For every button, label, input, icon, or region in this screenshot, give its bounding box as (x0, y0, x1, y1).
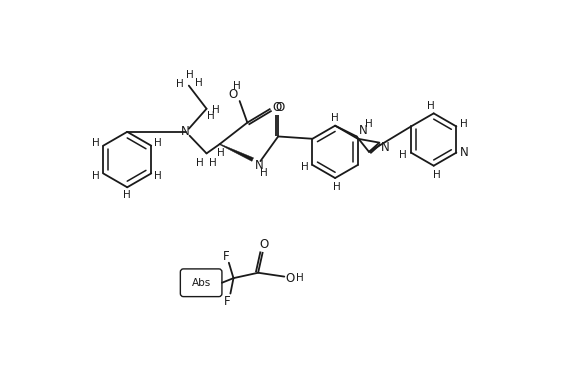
Text: H: H (399, 150, 407, 160)
Text: H: H (212, 105, 220, 115)
Text: H: H (196, 158, 204, 168)
Text: H: H (427, 101, 435, 111)
FancyBboxPatch shape (180, 269, 222, 297)
Text: O: O (286, 272, 295, 285)
Text: O: O (260, 238, 269, 251)
Text: H: H (207, 111, 215, 122)
Text: H: H (217, 149, 225, 158)
Text: H: H (333, 182, 341, 192)
Text: H: H (209, 158, 217, 168)
Text: H: H (154, 171, 162, 181)
Text: H: H (331, 113, 339, 123)
Text: Abs: Abs (191, 278, 211, 288)
Text: O: O (275, 101, 284, 114)
Text: N: N (359, 124, 367, 137)
Text: N: N (254, 159, 263, 172)
Text: F: F (222, 250, 229, 263)
Text: H: H (195, 78, 203, 87)
Text: O: O (272, 101, 282, 114)
Text: F: F (224, 295, 231, 308)
Text: O: O (229, 89, 238, 101)
Text: H: H (123, 190, 131, 200)
Text: H: H (460, 119, 468, 129)
Text: N: N (181, 125, 190, 138)
Text: N: N (381, 141, 390, 154)
Text: H: H (92, 138, 100, 149)
Text: H: H (433, 170, 441, 180)
Text: H: H (176, 79, 184, 89)
Polygon shape (220, 144, 253, 161)
Text: H: H (296, 273, 303, 283)
Text: H: H (92, 171, 100, 181)
Text: H: H (260, 168, 267, 179)
Text: H: H (301, 162, 309, 172)
Text: H: H (365, 119, 373, 129)
Text: H: H (233, 81, 240, 91)
Text: N: N (459, 146, 468, 159)
Text: H: H (154, 138, 162, 149)
Text: H: H (186, 70, 194, 80)
